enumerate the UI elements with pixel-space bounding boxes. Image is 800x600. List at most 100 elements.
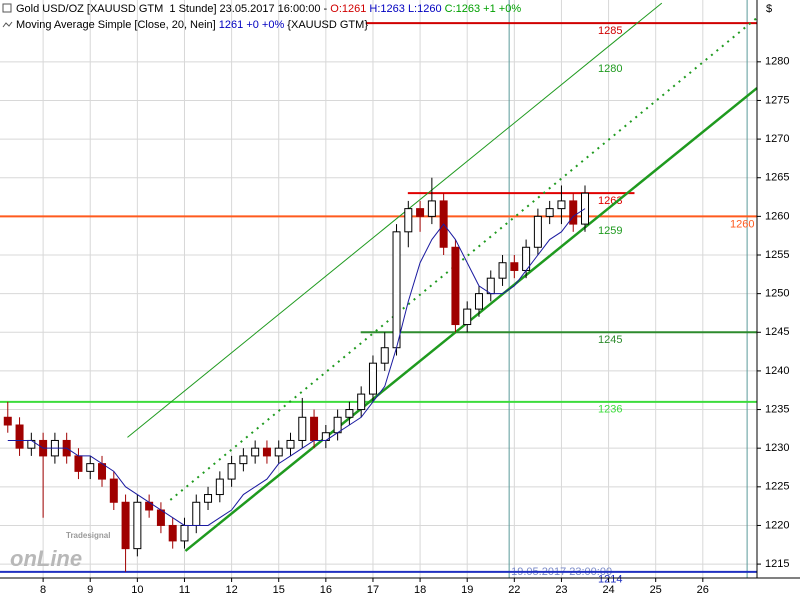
- trend-line-label: 1280: [598, 63, 622, 75]
- candle-body: [98, 463, 107, 480]
- y-tick-label: 1245: [765, 326, 789, 338]
- y-tick-label: 1250: [765, 288, 789, 300]
- candle-body: [274, 447, 283, 457]
- candles: [3, 177, 590, 572]
- candle-body: [510, 262, 519, 271]
- candle-body: [310, 416, 319, 441]
- candle-body: [156, 509, 165, 526]
- y-tick-label: 1280: [765, 56, 789, 68]
- candle-body: [569, 200, 578, 225]
- candle-body: [227, 463, 236, 480]
- candle-body: [251, 447, 260, 457]
- candle-body: [486, 277, 495, 295]
- candle-body: [451, 246, 460, 326]
- y-tick-label: 1240: [765, 365, 789, 377]
- x-tick-label: 17: [367, 584, 379, 596]
- x-tick-label: 15: [273, 584, 285, 596]
- horizontal-line-label: 1263: [598, 195, 622, 207]
- trend-line: [169, 17, 758, 501]
- candle-body: [286, 439, 295, 449]
- header-segment: Gold USD/OZ [XAUUSD GTM 1 Stunde] 23.05.…: [16, 3, 330, 15]
- y-tick-label: 1215: [765, 558, 789, 570]
- candle-body: [368, 362, 377, 395]
- subheader-segment: {XAUUSD GTM}: [284, 19, 368, 31]
- y-tick-label: 1220: [765, 519, 789, 531]
- trend-line: [184, 87, 758, 552]
- x-tick-label: 26: [697, 584, 709, 596]
- header-line: Gold USD/OZ [XAUUSD GTM 1 Stunde] 23.05.…: [16, 3, 521, 15]
- x-tick-label: 18: [414, 584, 426, 596]
- candle-body: [416, 208, 425, 217]
- candle-body: [109, 478, 118, 503]
- horizontal-line-label: 1260: [730, 218, 754, 230]
- x-tick-label: 8: [40, 584, 46, 596]
- x-tick-label: 25: [650, 584, 662, 596]
- y-tick-label: 1255: [765, 249, 789, 261]
- x-tick-label: 11: [179, 584, 190, 596]
- candle-body: [474, 293, 483, 310]
- candle-body: [262, 447, 271, 457]
- candle-body: [404, 208, 413, 233]
- candle-body: [15, 424, 24, 449]
- currency: $: [766, 3, 772, 15]
- y-tick-label: 1225: [765, 481, 789, 493]
- candle-body: [345, 409, 354, 418]
- candle-body: [498, 262, 507, 279]
- y-tick-label: 1270: [765, 133, 789, 145]
- candle-body: [557, 200, 566, 210]
- trend-line: [127, 2, 663, 438]
- logo-brand: Tradesignal: [66, 531, 110, 540]
- horizontal-line-label: 1236: [598, 404, 622, 416]
- logo: Tradesignal onLine: [10, 531, 110, 571]
- y-tick-label: 1275: [765, 94, 789, 106]
- horizontal-line-label: 1285: [598, 25, 622, 37]
- header-icon: [2, 21, 13, 28]
- header-segment: C:1263 +1 +0%: [445, 3, 522, 15]
- trend-line-label: 1259: [598, 225, 622, 237]
- candle-body: [463, 308, 472, 326]
- x-tick-label: 9: [87, 584, 93, 596]
- candle-body: [333, 416, 342, 434]
- x-tick-label: 12: [225, 584, 237, 596]
- x-tick-label: 23: [555, 584, 567, 596]
- candle-body: [86, 463, 95, 472]
- x-tick-label: 22: [508, 584, 520, 596]
- header-segment: H:1263 L:1260: [366, 3, 444, 15]
- subheader-segment: 1261 +0 +0%: [219, 19, 285, 31]
- x-tick-label: 24: [602, 584, 614, 596]
- horizontal-line-label: 1245: [598, 334, 622, 346]
- x-tick-label: 19: [461, 584, 473, 596]
- x-tick-label: 10: [131, 584, 143, 596]
- candle-body: [121, 501, 130, 550]
- moving-average: [7, 208, 586, 526]
- subheader-segment: Moving Average Simple [Close, 20, Nein]: [16, 19, 219, 31]
- y-tick-label: 1260: [765, 210, 789, 222]
- horizontal-line-label: 1214: [598, 574, 622, 586]
- candle-body: [298, 416, 307, 441]
- drawings: 19.05.2017 23:00:00128512631260124512361…: [0, 0, 758, 586]
- candle-body: [427, 200, 436, 217]
- y-tick-label: 1265: [765, 172, 789, 184]
- candle-body: [192, 501, 201, 526]
- candle-body: [357, 393, 366, 411]
- y-tick-label: 1230: [765, 442, 789, 454]
- x-tick-label: 16: [320, 584, 332, 596]
- candle-body: [204, 494, 213, 503]
- subheader-line: Moving Average Simple [Close, 20, Nein] …: [16, 19, 368, 31]
- candle-body: [215, 478, 224, 496]
- candle-body: [392, 231, 401, 349]
- header-segment: O:1261: [330, 3, 366, 15]
- header-icon: [2, 3, 12, 13]
- candle-body: [168, 524, 177, 542]
- candle-body: [545, 208, 554, 217]
- candle-body: [380, 347, 389, 364]
- candle-body: [180, 524, 189, 542]
- y-tick-label: 1235: [765, 403, 789, 415]
- logo-word: onLine: [10, 546, 82, 571]
- candle-body: [3, 416, 12, 426]
- candle-body: [133, 501, 142, 550]
- candle-body: [239, 455, 248, 465]
